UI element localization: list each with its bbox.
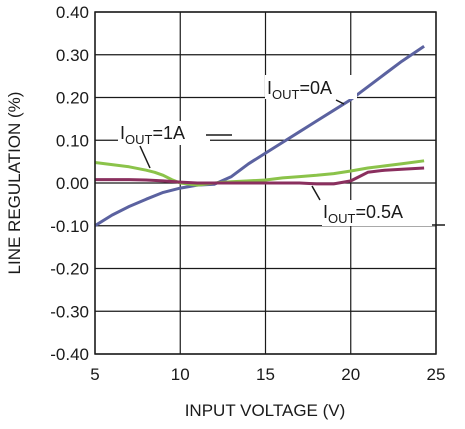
label-bg-0-5a xyxy=(322,200,437,226)
y-tick-label: -0.30 xyxy=(50,302,89,321)
y-tick-label: 0.20 xyxy=(56,89,89,108)
leader-1a-a xyxy=(139,145,151,169)
y-tick-label: 0.40 xyxy=(56,3,89,22)
label-bg-1a xyxy=(118,121,210,145)
x-tick-label: 20 xyxy=(341,365,360,384)
label-iout-0-5a: IOUT=0.5A xyxy=(323,202,403,226)
series-annotations: IOUT=0A IOUT=1A IOUT=0.5A xyxy=(118,75,445,226)
leader-0a xyxy=(335,99,345,105)
y-tick-label: -0.20 xyxy=(50,260,89,279)
plot-frame xyxy=(94,11,437,355)
series-line-iout-0a xyxy=(94,44,425,227)
series-line-iout-0-5a xyxy=(95,166,425,186)
y-axis-title: LINE REGULATION (%) xyxy=(5,92,24,275)
y-tick-label: 0.30 xyxy=(56,46,89,65)
y-tick-label: -0.40 xyxy=(50,345,89,364)
x-tick-label: 10 xyxy=(171,365,190,384)
series-line-iout-1a xyxy=(94,159,425,187)
x-axis-title: INPUT VOLTAGE (V) xyxy=(185,401,346,420)
x-tick-label: 25 xyxy=(427,365,446,384)
label-iout-0a: IOUT=0A xyxy=(267,78,332,102)
x-tick-label: 15 xyxy=(256,365,275,384)
y-tick-label: 0.10 xyxy=(56,131,89,150)
label-iout-1a: IOUT=1A xyxy=(120,123,185,147)
leader-0-5a xyxy=(311,185,321,201)
x-tick-label: 5 xyxy=(90,365,99,384)
label-bg-0a xyxy=(265,75,357,99)
series-lines xyxy=(94,44,425,227)
y-tick-label: -0.10 xyxy=(50,217,89,236)
y-tick-label: 0.00 xyxy=(56,174,89,193)
tick-labels: -0.40 -0.30 -0.20 -0.10 0.00 0.10 0.20 0.30 0.40… xyxy=(50,3,445,384)
